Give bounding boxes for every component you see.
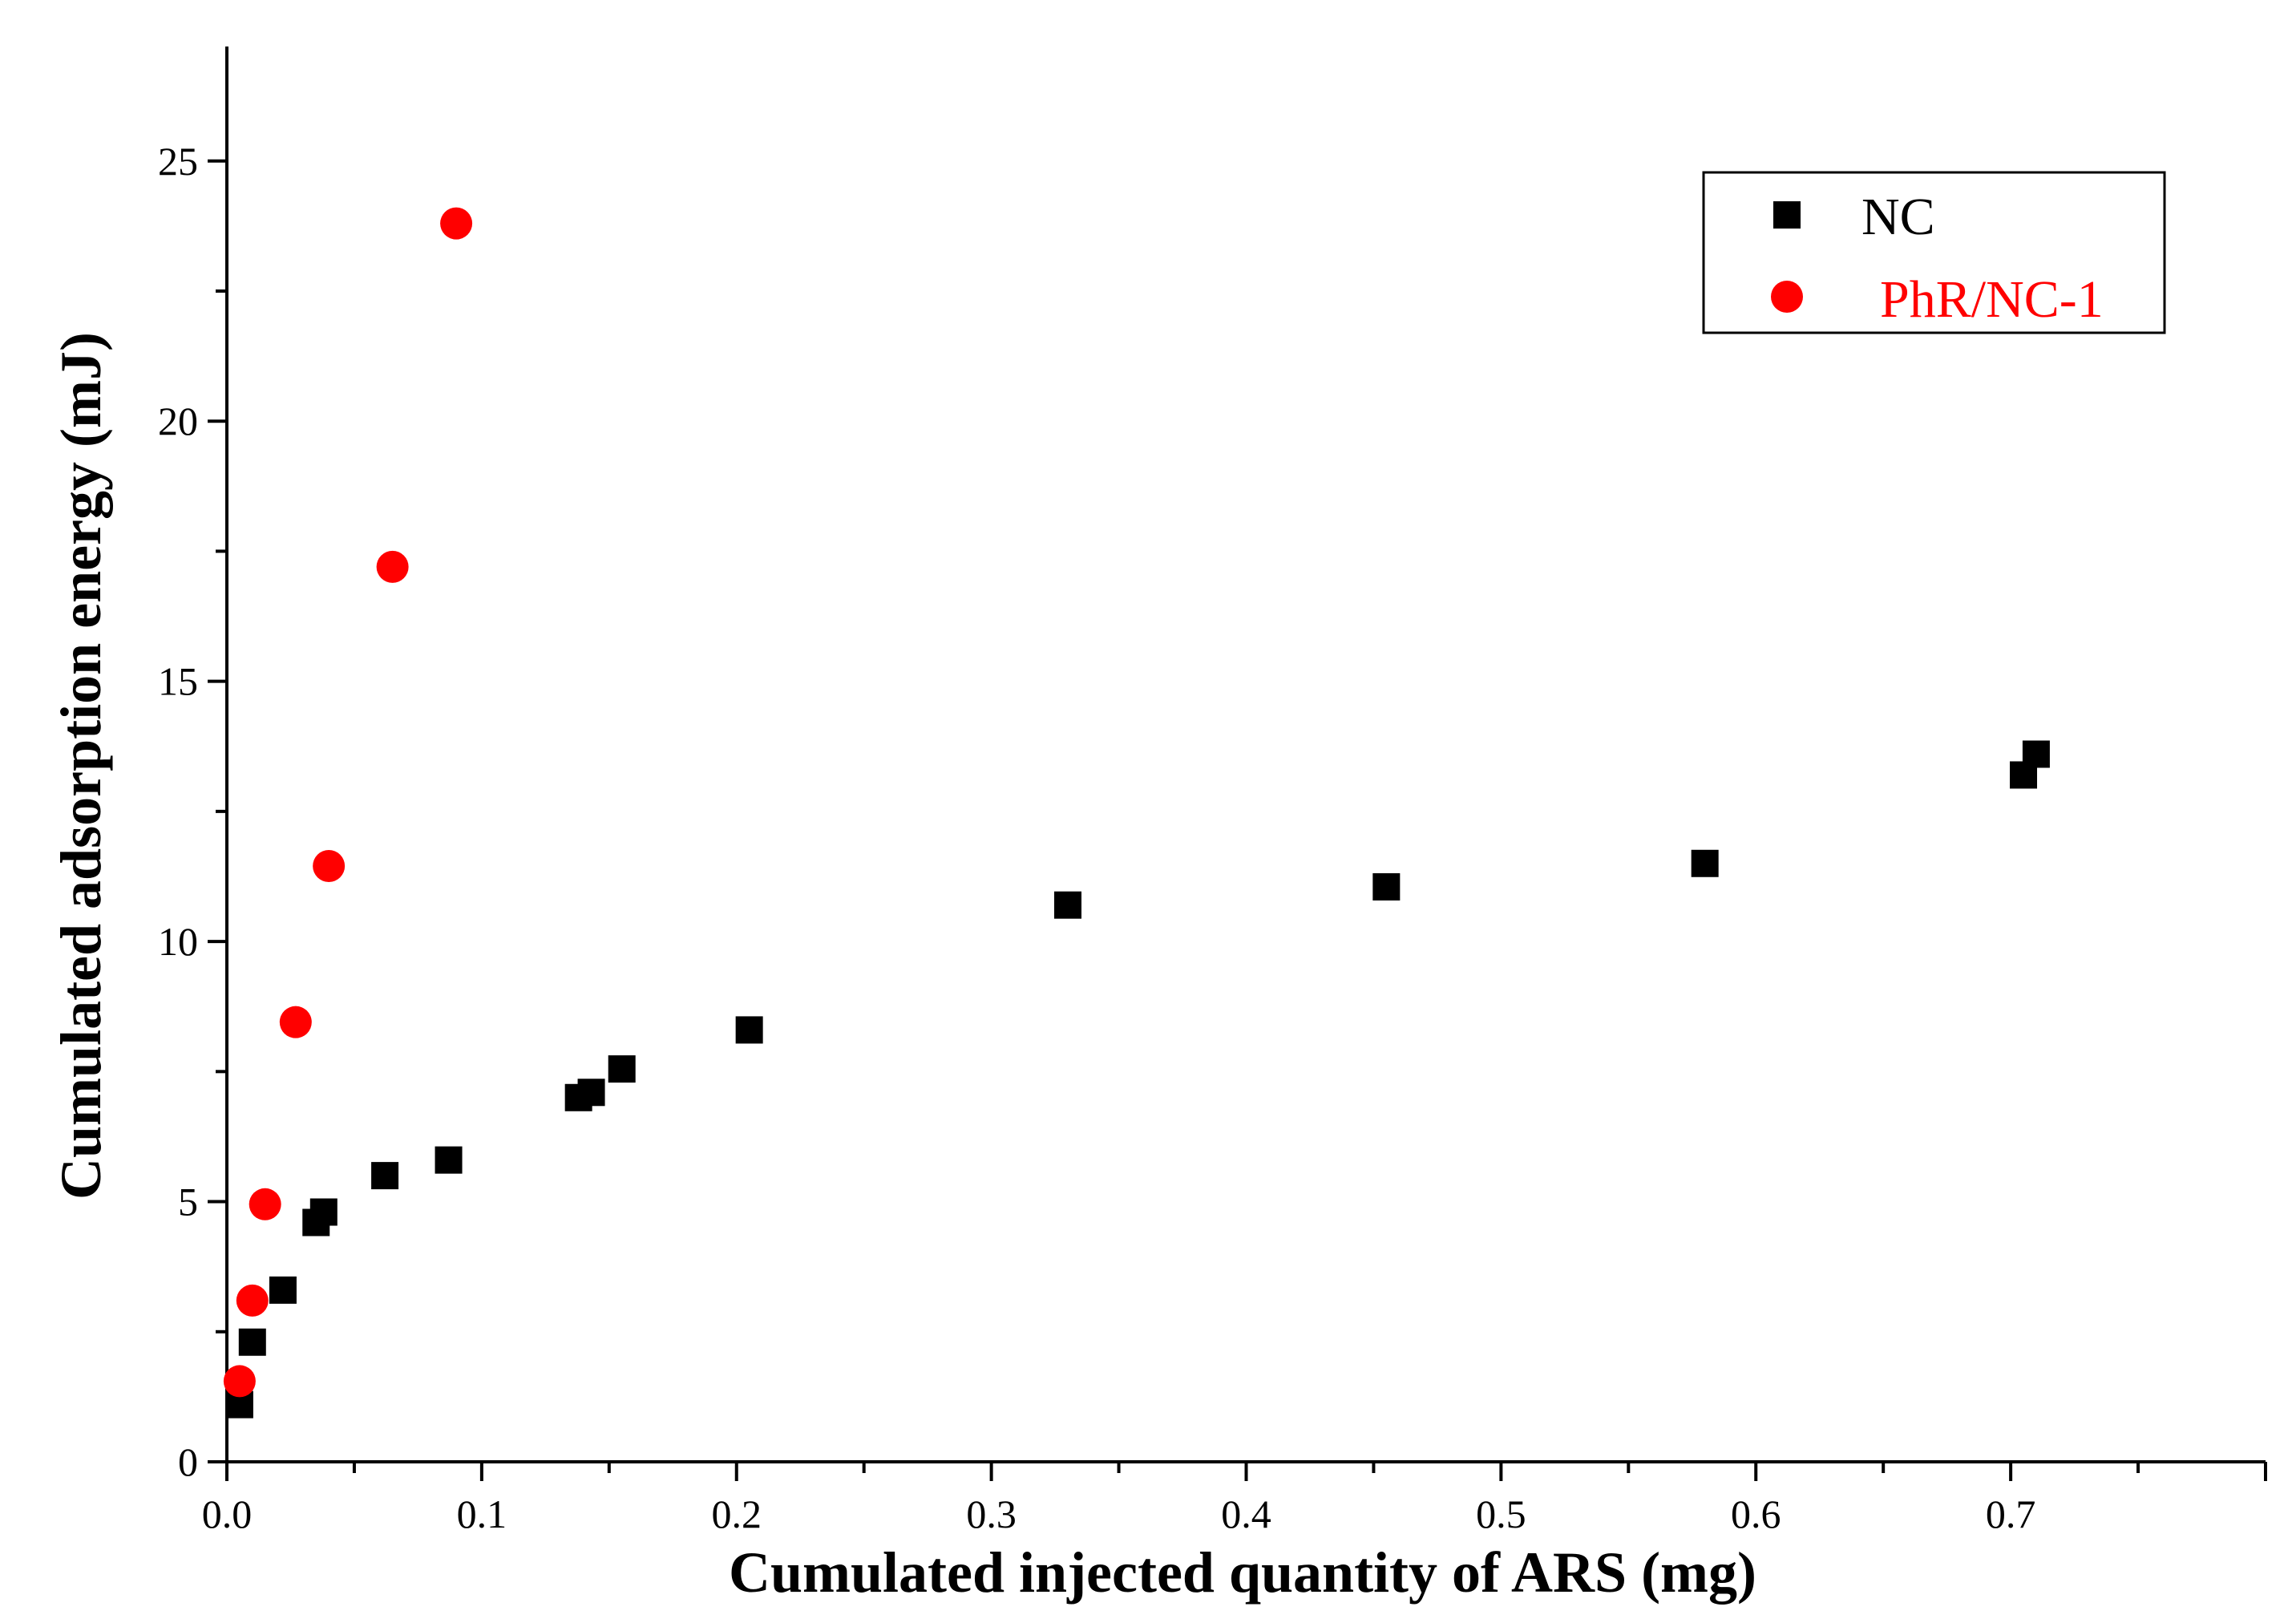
data-point-nc <box>2022 740 2050 768</box>
legend-marker-phr <box>1771 281 1803 313</box>
data-point-nc <box>735 1016 763 1044</box>
legend-label-nc: NC <box>1861 188 1935 246</box>
data-point-phr-nc-1 <box>376 550 409 583</box>
data-point-nc <box>1053 891 1081 919</box>
data-point-phr-nc-1 <box>236 1284 269 1317</box>
data-point-nc <box>1691 849 1719 877</box>
x-tick-label: 0.6 <box>1731 1491 1781 1536</box>
y-tick-label: 0 <box>178 1439 198 1484</box>
x-tick-label: 0.2 <box>712 1491 762 1536</box>
x-tick-label: 0.4 <box>1221 1491 1271 1536</box>
data-point-phr-nc-1 <box>223 1365 256 1398</box>
data-point-phr-nc-1 <box>249 1188 281 1220</box>
data-point-nc <box>371 1162 399 1190</box>
data-point-phr-nc-1 <box>440 207 473 240</box>
x-axis-title: Cumulated injected quantity of ARS (mg) <box>729 1540 1756 1605</box>
data-point-nc <box>577 1079 605 1107</box>
y-tick-label: 10 <box>158 919 198 964</box>
data-point-nc <box>269 1276 297 1304</box>
data-point-nc <box>309 1198 338 1226</box>
y-tick-label: 15 <box>158 659 198 704</box>
y-tick-label: 25 <box>158 139 198 184</box>
legend-marker-nc <box>1773 201 1801 229</box>
legend-label-phr-nc-1: PhR/NC-1 <box>1880 270 2104 329</box>
y-tick-label: 20 <box>158 399 198 443</box>
data-points <box>223 207 2050 1419</box>
x-tick-label: 0.3 <box>966 1491 1017 1536</box>
data-point-nc <box>608 1055 636 1083</box>
data-point-nc <box>435 1146 463 1174</box>
y-axis-title: Cumulated adsorption energy (mJ) <box>49 332 113 1200</box>
data-point-phr-nc-1 <box>279 1006 312 1038</box>
x-tick-label: 0.7 <box>1986 1491 2036 1536</box>
x-tick-label: 0.0 <box>202 1491 253 1536</box>
x-tick-label: 0.1 <box>457 1491 507 1536</box>
data-point-phr-nc-1 <box>313 850 346 883</box>
data-point-nc <box>238 1328 266 1356</box>
data-point-nc <box>1372 872 1401 901</box>
y-tick-label: 5 <box>178 1180 198 1224</box>
tick-labels: 0.0 0.1 0.2 0.3 0.4 0.5 0.6 0.7 0 5 10 15 20 25 <box>158 139 2035 1536</box>
legend: NC PhR/NC-1 <box>1702 171 2166 334</box>
tick-marks <box>208 159 2267 1481</box>
x-tick-label: 0.5 <box>1476 1491 1526 1536</box>
